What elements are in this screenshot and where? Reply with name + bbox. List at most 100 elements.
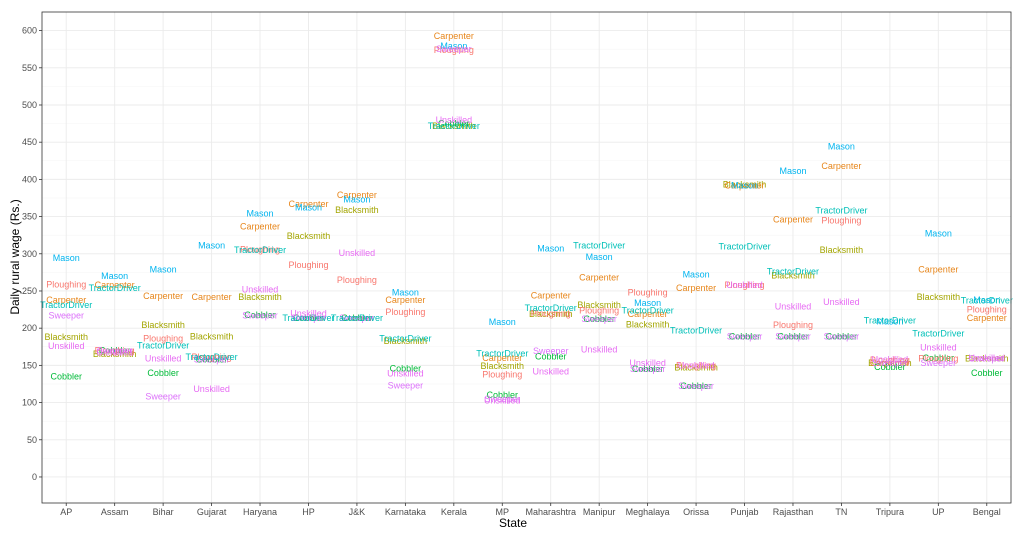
point-label-cobbler: Cobbler: [50, 372, 82, 382]
point-label-sweeper: Sweeper: [630, 364, 666, 374]
point-label-carpenter: Carpenter: [628, 309, 668, 319]
point-label-blacksmith: Blacksmith: [723, 180, 767, 190]
x-tick-label: Rajasthan: [773, 507, 814, 517]
point-label-mason: Mason: [925, 229, 952, 239]
y-tick-label: 600: [22, 26, 37, 36]
point-label-unskilled: Unskilled: [48, 341, 85, 351]
point-label-cobbler: Cobbler: [874, 362, 906, 372]
point-label-tractordriver: TractorDriver: [379, 334, 431, 344]
point-label-mason: Mason: [295, 203, 322, 213]
point-label-unskilled: Unskilled: [823, 297, 860, 307]
y-tick-label: 550: [22, 63, 37, 73]
point-label-unskilled: Unskilled: [290, 308, 327, 318]
point-label-tractordriver: TractorDriver: [476, 348, 528, 358]
point-label-cobbler: Cobbler: [971, 368, 1003, 378]
point-label-blacksmith: Blacksmith: [917, 292, 961, 302]
point-label-unskilled: Unskilled: [726, 280, 763, 290]
point-label-mason: Mason: [779, 166, 806, 176]
point-label-sweeper: Sweeper: [969, 354, 1005, 364]
y-tick-label: 200: [22, 323, 37, 333]
x-tick-label: Assam: [101, 507, 129, 517]
x-tick-label: Maharashtra: [525, 507, 576, 517]
x-tick-label: MP: [496, 507, 510, 517]
point-label-unskilled: Unskilled: [436, 115, 473, 125]
point-label-mason: Mason: [392, 287, 419, 297]
point-label-unskilled: Unskilled: [969, 353, 1006, 363]
point-label-carpenter: Carpenter: [482, 353, 522, 363]
point-label-blacksmith: Blacksmith: [626, 319, 670, 329]
point-label-ploughing: Ploughing: [967, 305, 1007, 315]
point-label-mason: Mason: [489, 317, 516, 327]
point-label-carpenter: Carpenter: [676, 283, 716, 293]
point-label-sweeper: Sweeper: [678, 381, 714, 391]
point-label-ploughing: Ploughing: [46, 279, 86, 289]
point-label-sweeper: Sweeper: [242, 311, 278, 321]
y-tick-label: 350: [22, 212, 37, 222]
point-label-blacksmith: Blacksmith: [868, 358, 912, 368]
point-label-tractordriver: TractorDriver: [864, 316, 916, 326]
point-label-blacksmith: Blacksmith: [577, 300, 621, 310]
point-label-sweeper: Sweeper: [291, 313, 327, 323]
point-label-blacksmith: Blacksmith: [335, 205, 379, 215]
y-tick-label: 500: [22, 100, 37, 110]
point-label-sweeper: Sweeper: [97, 345, 133, 355]
point-label-sweeper: Sweeper: [436, 44, 472, 54]
point-label-carpenter: Carpenter: [46, 295, 86, 305]
point-label-carpenter: Carpenter: [95, 280, 135, 290]
point-label-ploughing: Ploughing: [531, 308, 571, 318]
x-tick-label: Manipur: [583, 507, 616, 517]
point-label-unskilled: Unskilled: [339, 248, 376, 258]
y-tick-label: 50: [27, 435, 37, 445]
point-label-carpenter: Carpenter: [531, 290, 571, 300]
x-axis: AP Assam Bihar Gujarat Haryana HP J&K Karnataka…: [60, 503, 1001, 517]
point-label-mason: Mason: [876, 316, 903, 326]
x-tick-label: Kerala: [441, 507, 467, 517]
x-tick-label: Haryana: [243, 507, 277, 517]
y-tick-label: 400: [22, 174, 37, 184]
point-label-tractordriver: TractorDriver: [428, 121, 480, 131]
point-label-unskilled: Unskilled: [532, 366, 569, 376]
point-label-unskilled: Unskilled: [145, 354, 182, 364]
y-tick-label: 100: [22, 398, 37, 408]
point-label-tractordriver: TractorDriver: [234, 245, 286, 255]
point-label-sweeper: Sweeper: [388, 380, 424, 390]
x-tick-label: Bengal: [973, 507, 1001, 517]
point-label-tractordriver: TractorDriver: [912, 328, 964, 338]
point-label-cobbler: Cobbler: [535, 351, 567, 361]
point-label-blacksmith: Blacksmith: [965, 354, 1009, 364]
point-label-cobbler: Cobbler: [341, 313, 373, 323]
point-label-unskilled: Unskilled: [775, 302, 812, 312]
point-label-tractordriver: TractorDriver: [670, 325, 722, 335]
point-label-mason: Mason: [683, 270, 710, 280]
point-label-carpenter: Carpenter: [434, 31, 474, 41]
point-label-carpenter: Carpenter: [579, 273, 619, 283]
point-label-tractordriver: TractorDriver: [767, 267, 819, 277]
point-label-cobbler: Cobbler: [632, 364, 664, 374]
point-label-carpenter: Carpenter: [143, 291, 183, 301]
point-label-cobbler: Cobbler: [293, 313, 325, 323]
x-tick-label: Orissa: [683, 507, 709, 517]
point-label-carpenter: Carpenter: [918, 264, 958, 274]
point-label-tractordriver: TractorDriver: [622, 305, 674, 315]
point-label-ploughing: Ploughing: [918, 354, 958, 364]
data-labels: Blacksmith Blacksmith Blacksmith Blacksmith…: [40, 31, 1013, 406]
point-label-sweeper: Sweeper: [775, 331, 811, 341]
point-label-tractordriver: TractorDriver: [185, 352, 237, 362]
point-label-mason: Mason: [343, 194, 370, 204]
point-label-sweeper: Sweeper: [485, 394, 521, 404]
point-label-mason: Mason: [828, 142, 855, 152]
point-label-cobbler: Cobbler: [826, 331, 858, 341]
point-label-ploughing: Ploughing: [288, 260, 328, 270]
point-label-unskilled: Unskilled: [678, 360, 715, 370]
point-label-tractordriver: TractorDriver: [331, 313, 383, 323]
point-label-mason: Mason: [440, 41, 467, 51]
point-label-blacksmith: Blacksmith: [93, 349, 137, 359]
point-label-sweeper: Sweeper: [145, 392, 181, 402]
point-label-carpenter: Carpenter: [337, 190, 377, 200]
point-label-cobbler: Cobbler: [438, 119, 470, 129]
x-tick-label: Punjab: [731, 507, 759, 517]
point-label-ploughing: Ploughing: [676, 360, 716, 370]
point-label-carpenter: Carpenter: [821, 161, 861, 171]
point-label-tractordriver: TractorDriver: [137, 340, 189, 350]
point-label-carpenter: Carpenter: [967, 313, 1007, 323]
